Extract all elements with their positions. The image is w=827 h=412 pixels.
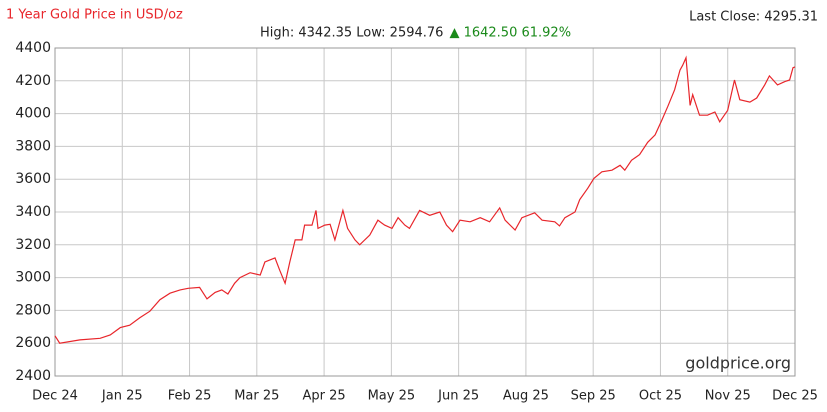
y-tick-label: 4000	[15, 106, 51, 122]
x-tick-label: Feb 25	[168, 389, 212, 404]
price-line	[54, 55, 796, 344]
x-tick-label: Dec 25	[772, 389, 818, 404]
x-tick-label: Jun 25	[437, 389, 479, 404]
x-tick-label: Dec 24	[32, 389, 78, 404]
y-tick-label: 3800	[15, 138, 51, 154]
x-tick-label: Sep 25	[571, 389, 616, 404]
y-tick-label: 4200	[15, 73, 51, 89]
plot-frame	[54, 47, 796, 377]
x-tick-label: Mar 25	[234, 389, 279, 404]
y-tick-label: 2600	[15, 335, 51, 351]
x-tick-label: May 25	[368, 389, 416, 404]
last-close: Last Close: 4295.31	[689, 10, 818, 25]
y-tick-label: 3400	[15, 204, 51, 220]
y-tick-label: 4400	[15, 40, 51, 56]
watermark: goldprice.org	[685, 354, 791, 373]
price-stats: High: 4342.35 Low: 2594.76	[260, 26, 443, 41]
y-tick-label: 2800	[15, 302, 51, 318]
x-tick-label: Oct 25	[639, 389, 682, 404]
chart-title: 1 Year Gold Price in USD/oz	[6, 8, 183, 23]
x-tick-label: Aug 25	[503, 389, 549, 404]
x-tick-label: Nov 25	[705, 389, 751, 404]
y-tick-label: 2400	[15, 368, 51, 384]
price-change: ▲ 1642.50 61.92%	[449, 26, 571, 41]
x-tick-label: Apr 25	[303, 389, 346, 404]
y-tick-label: 3000	[15, 270, 51, 286]
y-tick-label: 3600	[15, 171, 51, 187]
x-tick-label: Jan 25	[101, 389, 143, 404]
y-tick-label: 3200	[15, 237, 51, 253]
